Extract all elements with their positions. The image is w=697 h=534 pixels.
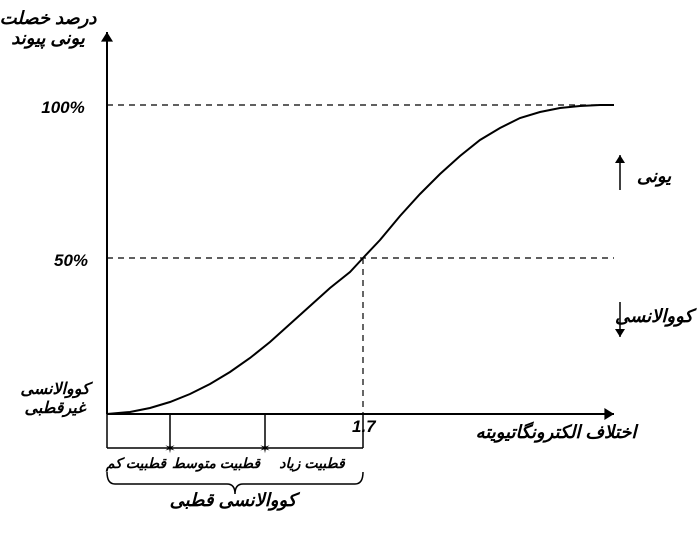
polar-covalent-label: کووالانسی قطبی — [170, 490, 301, 511]
polarity-label: قطبیت کم — [105, 455, 168, 472]
ionic-character-chart: 50% 100% 1.7 درصد خصلتیونی پیوند اختلاف الکت… — [0, 0, 697, 534]
polarity-label: قطبیت زیاد — [279, 455, 346, 472]
y-tick-label: 50% — [54, 251, 88, 270]
y-axis-title-2: یونی پیوند — [11, 28, 86, 49]
x-axis-title: اختلاف الکترونگاتیویته — [476, 421, 640, 443]
side-label-ionic: یونی — [637, 166, 672, 187]
origin-label-1: کووالانسی — [20, 381, 94, 399]
bracket-star: ✶ — [164, 440, 176, 456]
polarity-label: قطبیت متوسط — [172, 455, 262, 472]
side-label-covalent: کووالانسی — [615, 306, 697, 327]
ionic-curve — [107, 105, 614, 414]
x-tick-label: 1.7 — [352, 417, 377, 436]
y-axis-title: درصد خصلت — [0, 8, 97, 29]
origin-label-2: غیرقطبی — [25, 400, 88, 418]
y-tick-label: 100% — [41, 98, 84, 117]
bracket-star: ✶ — [259, 440, 271, 456]
